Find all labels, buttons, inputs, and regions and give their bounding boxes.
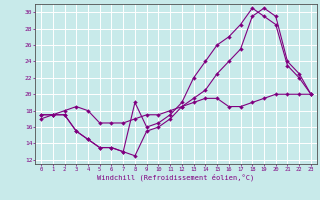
X-axis label: Windchill (Refroidissement éolien,°C): Windchill (Refroidissement éolien,°C)	[97, 173, 255, 181]
